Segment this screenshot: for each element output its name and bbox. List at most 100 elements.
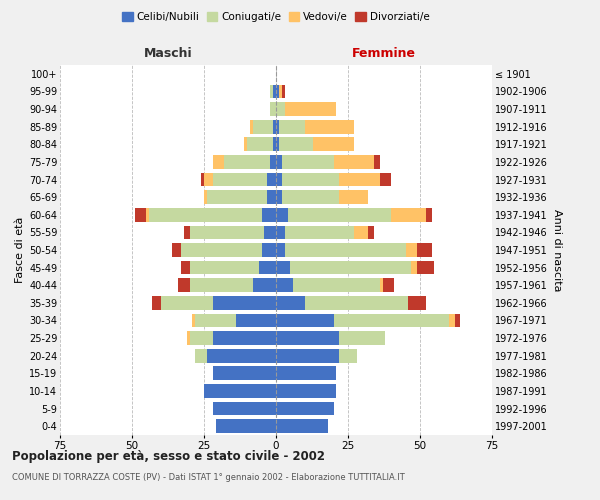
Bar [204, 384, 276, 398]
Bar [273, 120, 276, 134]
Bar [276, 190, 368, 204]
Bar [276, 84, 284, 98]
Bar [276, 120, 305, 134]
Bar [276, 243, 284, 257]
Bar [270, 84, 276, 98]
Bar [178, 278, 276, 292]
Bar [149, 208, 276, 222]
Bar [276, 278, 394, 292]
Bar [276, 172, 380, 186]
Bar [207, 190, 276, 204]
Bar [253, 120, 276, 134]
Bar [276, 314, 334, 328]
Bar [276, 226, 368, 239]
Bar [190, 260, 276, 274]
Bar [270, 102, 276, 116]
Bar [190, 278, 276, 292]
Bar [276, 384, 337, 398]
Bar [276, 296, 409, 310]
Bar [276, 366, 337, 380]
Text: COMUNE DI TORRAZZA COSTE (PV) - Dati ISTAT 1° gennaio 2002 - Elaborazione TUTTIT: COMUNE DI TORRAZZA COSTE (PV) - Dati IST… [12, 472, 405, 482]
Bar [204, 384, 276, 398]
Bar [276, 120, 354, 134]
Bar [276, 314, 455, 328]
Bar [276, 420, 328, 433]
Bar [161, 296, 276, 310]
Bar [244, 138, 276, 151]
Bar [276, 296, 305, 310]
Bar [276, 208, 391, 222]
Bar [215, 420, 276, 433]
Bar [212, 366, 276, 380]
Bar [276, 208, 426, 222]
Bar [276, 172, 282, 186]
Bar [276, 243, 417, 257]
Bar [212, 402, 276, 415]
Bar [172, 243, 276, 257]
Bar [215, 420, 276, 433]
Bar [276, 120, 279, 134]
Bar [190, 278, 276, 292]
Bar [276, 138, 279, 151]
Bar [276, 349, 340, 362]
Bar [236, 314, 276, 328]
Bar [181, 243, 276, 257]
Bar [212, 366, 276, 380]
Bar [268, 172, 276, 186]
Bar [190, 331, 276, 345]
Bar [276, 190, 282, 204]
Bar [276, 349, 356, 362]
Bar [276, 260, 434, 274]
Bar [276, 155, 334, 169]
Bar [270, 102, 276, 116]
Bar [212, 366, 276, 380]
Bar [270, 155, 276, 169]
Bar [276, 402, 334, 415]
Bar [276, 420, 328, 433]
Bar [196, 314, 276, 328]
Bar [259, 260, 276, 274]
Bar [187, 331, 276, 345]
Bar [276, 138, 354, 151]
Bar [276, 84, 279, 98]
Bar [212, 296, 276, 310]
Bar [273, 138, 276, 151]
Bar [276, 120, 354, 134]
Bar [276, 278, 383, 292]
Bar [212, 402, 276, 415]
Bar [181, 243, 276, 257]
Text: Popolazione per età, sesso e stato civile - 2002: Popolazione per età, sesso e stato civil… [12, 450, 325, 463]
Bar [276, 260, 290, 274]
Bar [270, 84, 276, 98]
Bar [276, 366, 337, 380]
Bar [207, 349, 276, 362]
Bar [276, 243, 406, 257]
Bar [212, 366, 276, 380]
Bar [276, 190, 368, 204]
Bar [268, 190, 276, 204]
Bar [215, 420, 276, 433]
Bar [276, 138, 313, 151]
Bar [244, 138, 276, 151]
Bar [276, 190, 340, 204]
Bar [204, 172, 276, 186]
Bar [212, 402, 276, 415]
Bar [276, 366, 337, 380]
Bar [190, 260, 276, 274]
Text: Femmine: Femmine [352, 46, 416, 60]
Bar [146, 208, 276, 222]
Bar [181, 260, 276, 274]
Bar [196, 349, 276, 362]
Bar [212, 172, 276, 186]
Bar [247, 138, 276, 151]
Bar [276, 420, 328, 433]
Bar [270, 84, 276, 98]
Bar [224, 155, 276, 169]
Bar [276, 384, 337, 398]
Bar [276, 226, 354, 239]
Bar [250, 120, 276, 134]
Bar [276, 172, 391, 186]
Bar [276, 155, 380, 169]
Bar [276, 331, 340, 345]
Bar [276, 84, 279, 98]
